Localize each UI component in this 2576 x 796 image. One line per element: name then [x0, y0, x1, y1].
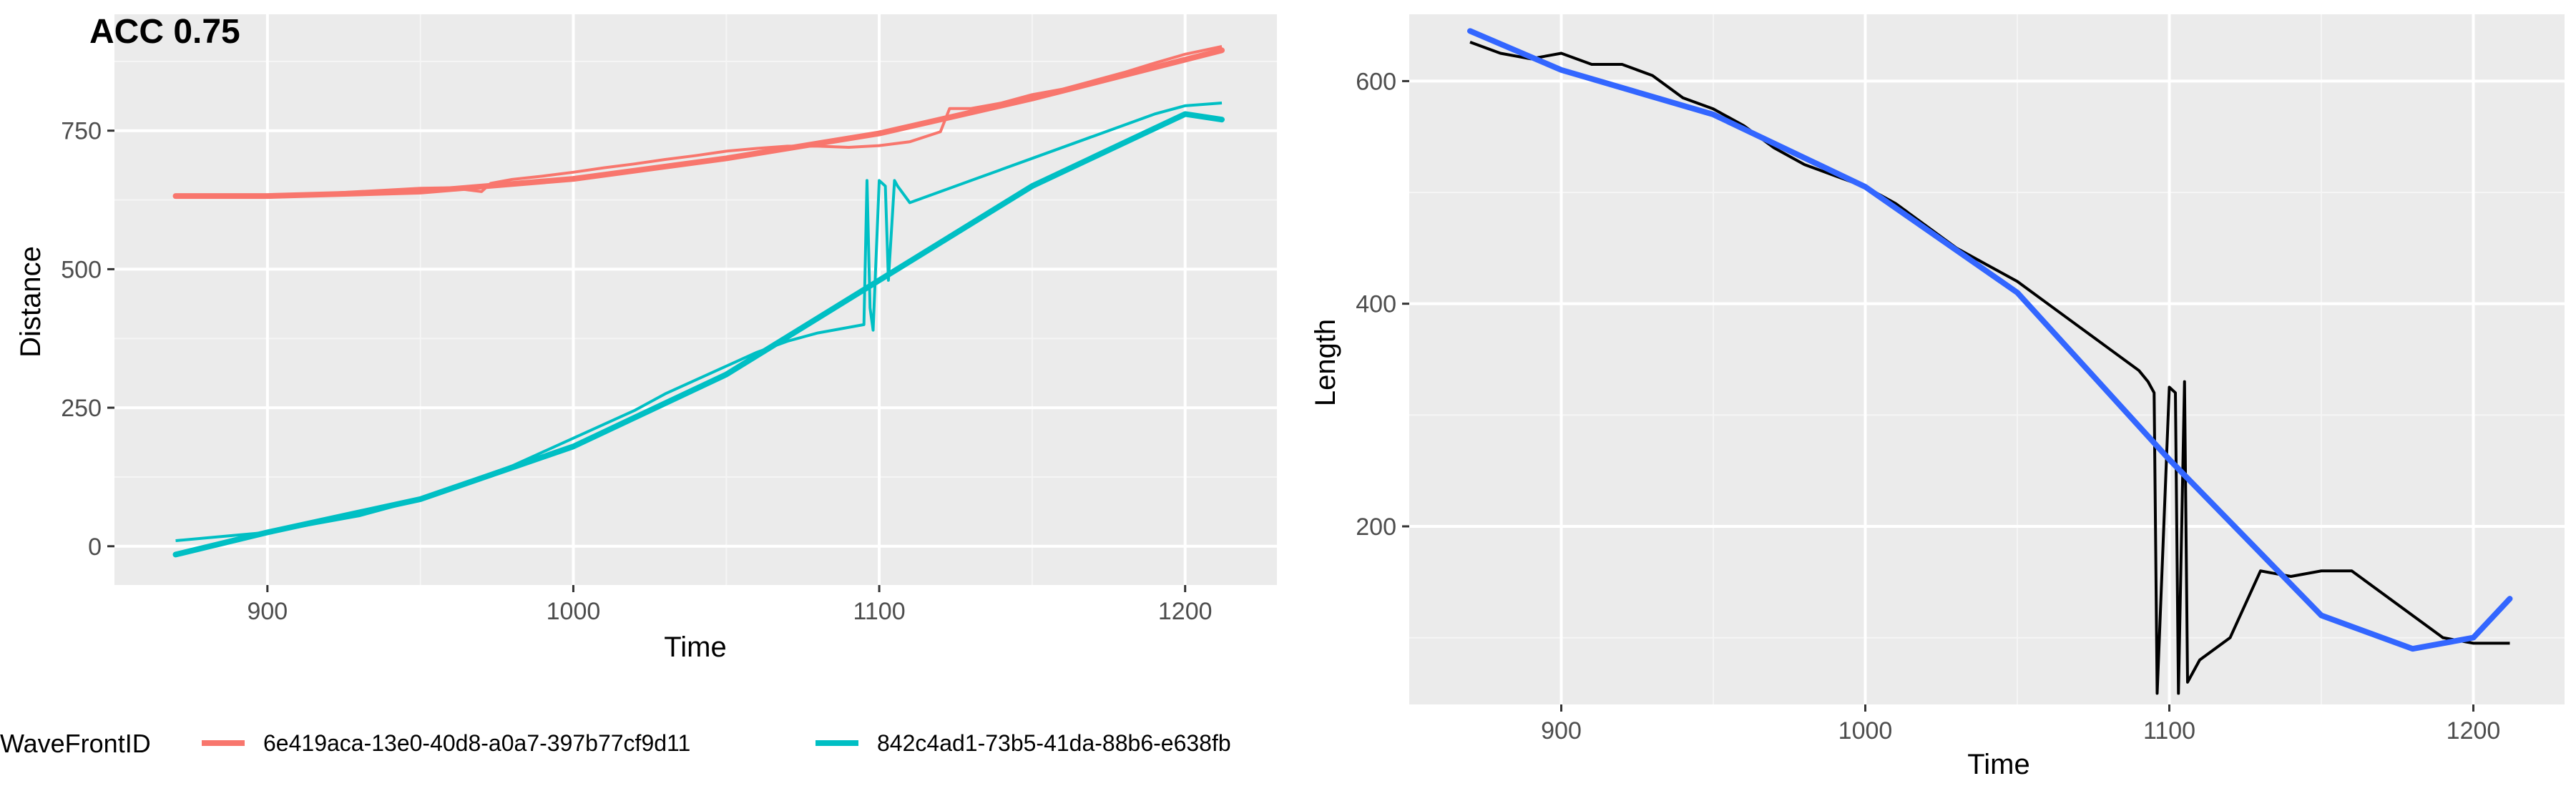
y-tick-label: 500: [61, 256, 102, 283]
x-tick-label: 1000: [1838, 717, 1893, 745]
legend-entry-6e419aca: 6e419aca-13e0-40d8-a0a7-397b77cf9d11: [263, 730, 690, 756]
y-tick-label: 600: [1356, 68, 1396, 95]
legend: WaveFrontID 6e419aca-13e0-40d8-a0a7-397b…: [0, 729, 1231, 758]
length-series-0-raw-line: [1469, 41, 2510, 695]
x-tick-label: 900: [247, 598, 288, 625]
length-y-ticks: 200 400 600: [1356, 68, 1409, 541]
x-tick-label: 1000: [547, 598, 601, 625]
distance-y-ticks: 0 250 500 750: [61, 118, 114, 561]
length-x-ticks: 900 1000 1100 1200: [1541, 704, 2500, 745]
length-series-0-smooth-line: [1467, 28, 2513, 652]
length-series-layer: [1467, 28, 2513, 695]
legend-title: WaveFrontID: [0, 729, 151, 758]
length-gridlines: [1409, 14, 2565, 704]
chart-title: ACC 0.75: [89, 13, 240, 51]
x-tick-label: 1100: [853, 598, 906, 625]
y-tick-label: 250: [61, 395, 102, 422]
distance-series-0-smooth-line: [172, 47, 1225, 200]
distance-x-ticks: 900 1000 1100 1200: [247, 585, 1213, 625]
length-plot-panel: [1409, 14, 2565, 704]
distance-plot-panel: [114, 14, 1277, 585]
y-tick-label: 200: [1356, 514, 1396, 541]
x-tick-label: 1100: [2143, 717, 2195, 745]
y-axis-label: Length: [1310, 319, 1341, 406]
x-axis-label: Time: [664, 632, 726, 663]
y-tick-label: 0: [88, 534, 102, 561]
y-axis-label: Distance: [15, 246, 46, 358]
distance-series-layer: [172, 44, 1225, 558]
x-tick-label: 1200: [1158, 598, 1213, 625]
distance-gridlines: [114, 14, 1277, 585]
distance-chart: 900 1000 1100 1200 0 250 500 750 ACC 0.75 Time…: [0, 13, 1277, 758]
distance-series-1-smooth-line: [172, 111, 1225, 558]
legend-entry-842c4ad1: 842c4ad1-73b5-41da-88b6-e638fb: [877, 730, 1231, 756]
length-chart: 900 1000 1100 1200 200 400 600 Time Length: [1310, 14, 2565, 780]
y-tick-label: 400: [1356, 291, 1396, 318]
y-tick-label: 750: [61, 118, 102, 145]
x-tick-label: 1200: [2447, 717, 2501, 745]
x-tick-label: 900: [1541, 717, 1582, 745]
x-axis-label: Time: [1967, 749, 2029, 780]
